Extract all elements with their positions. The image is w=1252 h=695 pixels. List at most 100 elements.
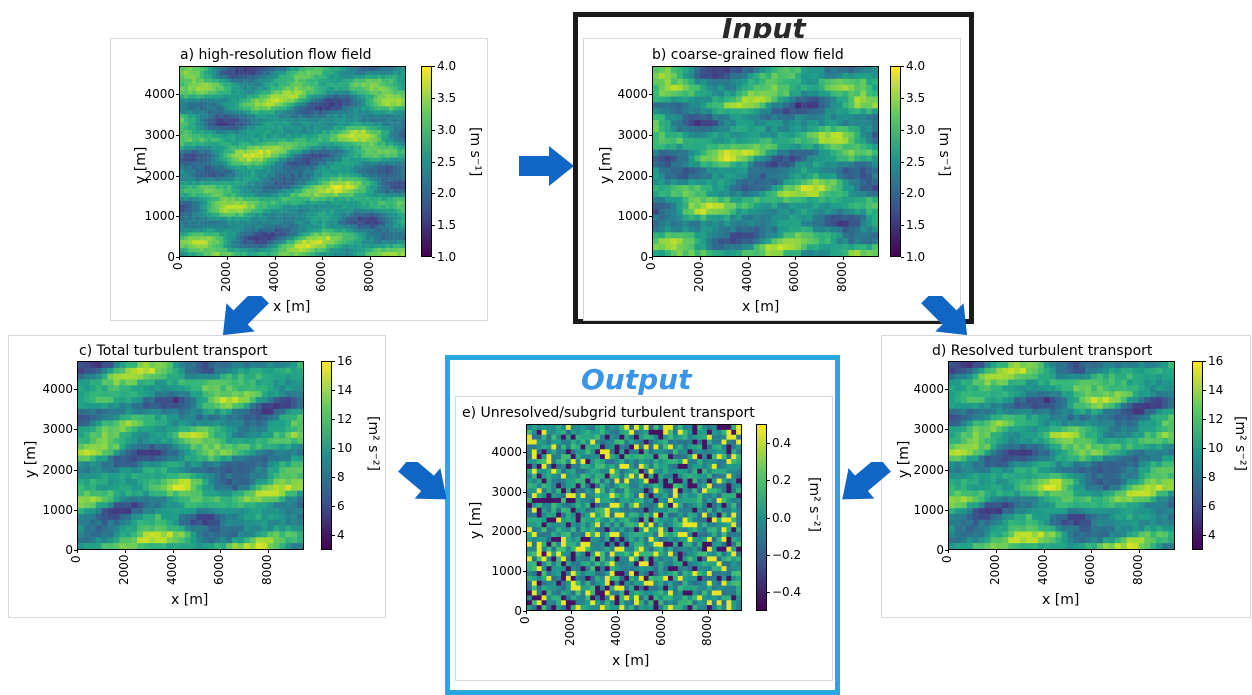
- panel-title: e) Unresolved/subgrid turbulent transpor…: [462, 405, 755, 421]
- colorbar-tick-label: 8: [1208, 471, 1216, 484]
- colorbar-tick-mark: [767, 518, 770, 519]
- y-tick-label: 3000: [913, 423, 944, 436]
- x-tick-mark: [748, 257, 749, 260]
- colorbar: [890, 66, 901, 257]
- x-tick-label: 2000: [693, 261, 706, 292]
- x-tick-mark: [617, 611, 618, 614]
- x-tick-mark: [1091, 550, 1092, 553]
- x-tick-mark: [526, 611, 527, 614]
- panel-title: c) Total turbulent transport: [79, 343, 268, 359]
- colorbar-tick-label: 2.0: [437, 187, 456, 200]
- x-tick-mark: [173, 550, 174, 553]
- colorbar-tick-mark: [432, 257, 435, 258]
- x-tick-label: 6000: [315, 261, 328, 292]
- colorbar-tick-mark: [432, 162, 435, 163]
- y-tick-label: 2000: [144, 170, 175, 183]
- colorbar: [321, 361, 332, 550]
- colorbar-tick-mark: [332, 477, 335, 478]
- y-tick-mark: [74, 510, 77, 511]
- arrow-down-left-icon: [212, 296, 272, 336]
- x-tick-mark: [795, 257, 796, 260]
- colorbar-tick-label: 2.5: [437, 156, 456, 169]
- arrow-down-left-icon: [833, 462, 893, 502]
- colorbar: [1192, 361, 1203, 550]
- colorbar: [756, 424, 767, 611]
- colorbar-tick-label: 1.0: [906, 251, 925, 264]
- x-axis-label: x [m]: [1042, 592, 1079, 608]
- colorbar-tick-label: 3.0: [906, 124, 925, 137]
- colorbar-tick-label: 0.2: [772, 474, 791, 487]
- colorbar-tick-mark: [1203, 419, 1206, 420]
- x-tick-label: 8000: [363, 261, 376, 292]
- y-tick-label: 1000: [491, 565, 522, 578]
- x-tick-label: 0: [645, 262, 658, 270]
- y-tick-label: 4000: [144, 88, 175, 101]
- x-tick-label: 2000: [989, 554, 1002, 585]
- colorbar-tick-mark: [767, 555, 770, 556]
- x-tick-mark: [322, 257, 323, 260]
- colorbar-tick-label: 8: [337, 471, 345, 484]
- colorbar-tick-mark: [1203, 448, 1206, 449]
- colorbar-tick-mark: [332, 361, 335, 362]
- x-tick-label: 6000: [788, 261, 801, 292]
- x-tick-mark: [571, 611, 572, 614]
- y-axis-label: y [m]: [896, 441, 912, 478]
- output-frame-title: Output: [581, 365, 691, 395]
- x-tick-mark: [996, 550, 997, 553]
- colorbar-tick-mark: [332, 506, 335, 507]
- x-tick-mark: [708, 611, 709, 614]
- x-axis-label: x [m]: [171, 592, 208, 608]
- y-tick-mark: [523, 452, 526, 453]
- x-axis-label: x [m]: [742, 299, 779, 315]
- y-tick-mark: [176, 135, 179, 136]
- y-axis-label: y [m]: [598, 147, 614, 184]
- colorbar-tick-mark: [432, 130, 435, 131]
- y-tick-mark: [176, 94, 179, 95]
- x-tick-label: 4000: [1037, 554, 1050, 585]
- colorbar-tick-label: 2.0: [906, 187, 925, 200]
- y-tick-mark: [649, 135, 652, 136]
- x-tick-mark: [843, 257, 844, 260]
- x-tick-mark: [1044, 550, 1045, 553]
- colorbar-tick-label: 0.4: [772, 437, 791, 450]
- heatmap: [948, 361, 1175, 550]
- colorbar-tick-mark: [1203, 506, 1206, 507]
- colorbar-tick-mark: [1203, 361, 1206, 362]
- colorbar-tick-mark: [767, 443, 770, 444]
- x-tick-mark: [227, 257, 228, 260]
- y-tick-mark: [523, 492, 526, 493]
- colorbar: [421, 66, 432, 257]
- y-tick-mark: [74, 429, 77, 430]
- colorbar-tick-label: 1.5: [437, 219, 456, 232]
- colorbar-tick-label: 10: [337, 442, 352, 455]
- colorbar-tick-mark: [901, 98, 904, 99]
- x-tick-mark: [1139, 550, 1140, 553]
- colorbar-tick-mark: [432, 193, 435, 194]
- x-tick-label: 2000: [220, 261, 233, 292]
- y-tick-label: 2000: [913, 464, 944, 477]
- x-tick-label: 8000: [701, 615, 714, 646]
- colorbar-tick-label: 1.5: [906, 219, 925, 232]
- y-tick-label: 3000: [491, 486, 522, 499]
- x-tick-label: 6000: [655, 615, 668, 646]
- x-tick-label: 0: [172, 262, 185, 270]
- y-tick-mark: [74, 470, 77, 471]
- arrow-down-right-icon: [396, 462, 456, 502]
- x-tick-label: 4000: [610, 615, 623, 646]
- y-tick-label: 1000: [617, 210, 648, 223]
- heatmap: [526, 424, 742, 611]
- y-tick-mark: [945, 510, 948, 511]
- x-tick-label: 4000: [166, 554, 179, 585]
- y-tick-mark: [523, 571, 526, 572]
- x-tick-mark: [275, 257, 276, 260]
- x-tick-mark: [220, 550, 221, 553]
- colorbar-tick-label: 6: [1208, 500, 1216, 513]
- colorbar-tick-label: 12: [1208, 413, 1223, 426]
- y-tick-mark: [176, 176, 179, 177]
- colorbar-tick-label: 16: [337, 355, 352, 368]
- x-tick-mark: [948, 550, 949, 553]
- colorbar-tick-mark: [432, 225, 435, 226]
- colorbar-tick-label: 1.0: [437, 251, 456, 264]
- x-tick-label: 0: [519, 616, 532, 624]
- colorbar-tick-label: 14: [1208, 384, 1223, 397]
